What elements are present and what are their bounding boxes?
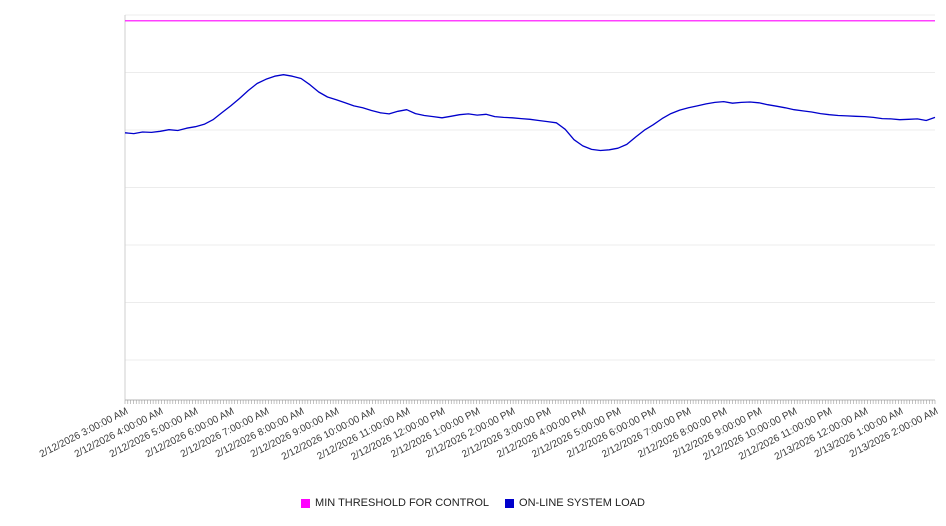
legend-label-threshold: MIN THRESHOLD FOR CONTROL [315,497,490,509]
load-swatch [505,498,515,508]
legend-item-min-threshold[interactable]: MIN THRESHOLD FOR CONTROL [301,497,489,509]
legend: MIN THRESHOLD FOR CONTROL ON-LINE SYSTEM… [0,497,946,509]
threshold-swatch [301,498,311,508]
legend-item-system-load[interactable]: ON-LINE SYSTEM LOAD [505,497,645,509]
legend-label-load: ON-LINE SYSTEM LOAD [519,497,645,509]
system-load-line [124,74,936,152]
